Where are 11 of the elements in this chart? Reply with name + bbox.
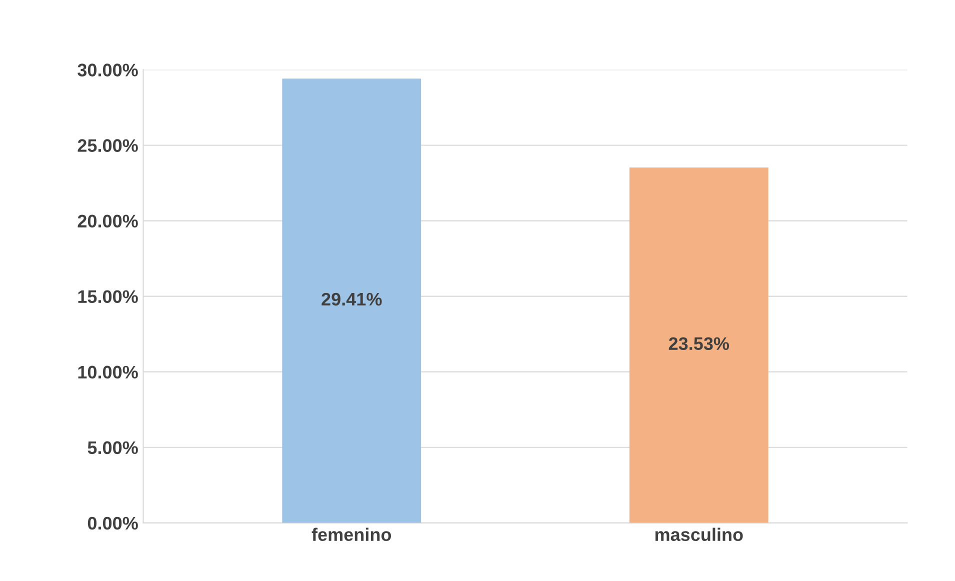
data-label: 29.41% — [322, 292, 382, 306]
x-tick-label: masculino — [655, 528, 743, 542]
y-tick-label: 0.00% — [88, 516, 138, 530]
y-tick-label: 5.00% — [88, 441, 138, 454]
data-label: 23.53% — [668, 337, 730, 350]
x-tick-label: femenino — [312, 528, 392, 542]
y-tick-label: 15.00% — [78, 290, 138, 304]
y-tick-label: 10.00% — [78, 366, 138, 379]
y-tick-label: 30.00% — [78, 64, 138, 76]
y-tick-label: 20.00% — [78, 214, 138, 228]
y-tick-label: 25.00% — [78, 139, 138, 152]
